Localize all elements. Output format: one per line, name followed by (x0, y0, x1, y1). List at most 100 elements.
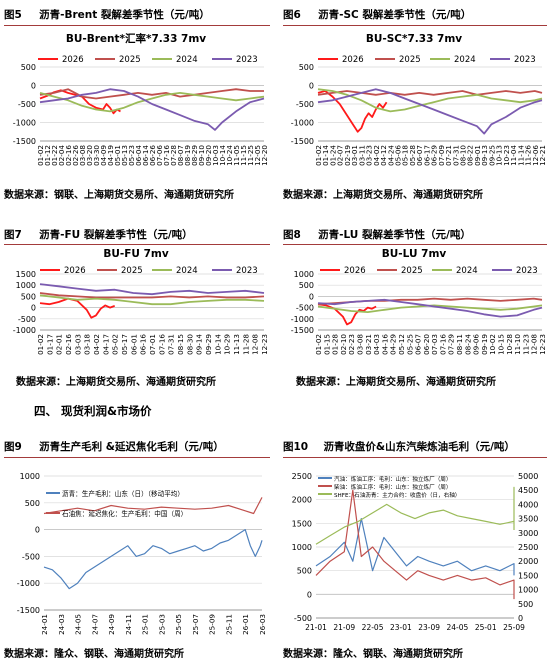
fig5-xtick-label: 04-09 (99, 145, 108, 166)
fig7-xtick-label: 10-29 (223, 334, 232, 355)
fig6-xtick-label: 03-01 (350, 145, 359, 166)
fig7-xtick-label: 01-17 (45, 334, 54, 355)
fig5-xtick-label: 08-07 (176, 145, 185, 166)
fig6-xtick-label: 01-02 (314, 145, 323, 166)
fig10-legend-label-0: 汽油：炼油工序：毛利：山东：独立炼厂（周） (334, 475, 451, 483)
fig8-ytick-label: -1000 (291, 315, 314, 324)
fig8-rule (283, 244, 547, 245)
fig8-series-3-line (317, 298, 543, 318)
fig7-xtick-label: 07-31 (167, 334, 176, 355)
fig5-xtick-label: 10-03 (211, 145, 220, 166)
fig8-xtick-label: 09-19 (480, 334, 489, 355)
fig8-legend-label-1: 2025 (401, 266, 423, 276)
fig8-xtick-label: 10-28 (505, 334, 514, 355)
fig8-chart-title: BU-LU 7mv (382, 248, 447, 260)
fig8-xtick-label: 06-20 (422, 334, 431, 355)
fig8-xtick-label: 11-23 (521, 334, 530, 355)
fig6-xtick-label: 05-28 (408, 145, 417, 166)
fig5-xtick-label: 01-22 (50, 145, 59, 166)
fig9-xtick-label: 24-07 (90, 614, 99, 635)
fig9-series-0-line (43, 528, 263, 590)
fig10-xtick-label: 23-09 (418, 623, 440, 632)
fig9-xtick-label: 24-05 (74, 614, 83, 635)
fig7-xtick-label: 10-14 (213, 334, 222, 355)
fig8-legend-label-0: 2026 (344, 266, 366, 276)
fig6-xtick-label: 11-14 (516, 145, 525, 166)
fig6-xtick-label: 09-13 (480, 145, 489, 166)
fig8-xtick-label: 08-24 (463, 334, 472, 355)
fig7-xtick-label: 06-16 (139, 334, 148, 355)
fig5-heading: 图5 沥青-Brent 裂解差季节性（元/吨） (4, 7, 210, 22)
fig6-xtick-label: 12-06 (531, 145, 540, 166)
fig8-xtick-label: 12-08 (530, 334, 539, 355)
fig6-ytick-label: -500 (296, 100, 314, 109)
fig6-xtick-label: 05-06 (393, 145, 402, 166)
fig9-legend-label-0: 沥青：生产毛利：山东（日）（移动平均） (62, 489, 184, 498)
fig6-ytick-label: 0 (309, 82, 314, 91)
fig8-xtick-label: 10-02 (488, 334, 497, 355)
fig9-xtick-label: 25-07 (191, 614, 200, 635)
fig6-xtick-label: 11-26 (524, 145, 533, 166)
fig9-xtick-label: 24-01 (40, 614, 49, 635)
fig9-xtick-label: 25-01 (141, 614, 150, 635)
fig8-xtick-label: 04-29 (389, 334, 398, 355)
fig6-xtick-label: 12-21 (538, 145, 547, 166)
fig8-legend-label-3: 2023 (516, 266, 538, 276)
fig5-xtick-label: 11-15 (239, 145, 248, 166)
fig7-xtick-label: 02-16 (64, 334, 73, 355)
fig6-xtick-label: 02-07 (336, 145, 345, 166)
fig7-ytick-label: 0 (31, 304, 36, 313)
fig5-xtick-label: 12-05 (253, 145, 262, 166)
fig8-ytick-label: 1000 (294, 270, 314, 279)
fig7-xtick-label: 03-18 (83, 334, 92, 355)
fig8-xtick-label: 02-10 (339, 334, 348, 355)
fig7-ytick-label: 1000 (16, 281, 36, 290)
fig10-y2tick-label: 5000 (518, 472, 538, 481)
fig5-xtick-label: 01-12 (43, 145, 52, 166)
fig6-xtick-label: 04-24 (386, 145, 395, 166)
fig8-heading-text: 沥青-LU 裂解差季节性（元/吨） (318, 229, 471, 241)
fig6-legend-label-3: 2023 (514, 55, 536, 65)
fig7-xtick-label: 04-17 (101, 334, 110, 355)
fig6-xtick-label: 06-29 (430, 145, 439, 166)
fig6-legend-label-1: 2025 (399, 55, 421, 65)
fig8-xtick-label: 04-16 (380, 334, 389, 355)
fig7-legend-label-1: 2025 (121, 266, 143, 276)
fig5-xtick-label: 05-23 (127, 145, 136, 166)
section-heading: 四、 现货利润&市场价 (34, 404, 152, 418)
fig8-xtick-label: 06-07 (414, 334, 423, 355)
fig9-ytick-label: -1000 (17, 579, 40, 588)
fig5-xtick-label: 08-29 (190, 145, 199, 166)
fig5-rule (4, 25, 270, 26)
fig5-source: 数据来源：钢联、上海期货交易所、海通期货研究所 (4, 190, 234, 201)
fig10-xtick-label: 22-05 (362, 623, 384, 632)
fig9-series-1-line (43, 497, 263, 515)
fig10-y2tick-label: 1500 (518, 571, 538, 580)
fig6-series-2-line (317, 88, 543, 113)
fig6-xtick-label: 04-02 (372, 145, 381, 166)
fig5-ytick-label: 0 (31, 82, 36, 91)
fig7-heading: 图7 沥青-FU 裂解差季节性（元/吨） (4, 227, 193, 242)
fig8-xtick-label: 01-28 (331, 334, 340, 355)
fig5-xtick-label: 02-16 (64, 145, 73, 166)
fig5-series-1-line (39, 88, 264, 100)
fig9-label: 图9 (4, 441, 22, 453)
fig5-heading-text: 沥青-Brent 裂解差季节性（元/吨） (39, 9, 210, 21)
fig7-xtick-label: 01-02 (36, 334, 45, 355)
fig7-series-3-line (39, 283, 265, 296)
fig7-xtick-label: 06-01 (129, 334, 138, 355)
fig10-ytick-label: 1500 (292, 519, 312, 528)
fig7-xtick-label: 03-03 (73, 334, 82, 355)
fig5-series-2-line (39, 92, 265, 113)
fig10-y2tick-label: 0 (518, 614, 523, 623)
fig7-xtick-label: 05-17 (120, 334, 129, 355)
fig9-xtick-label: 25-05 (174, 614, 183, 635)
fig10-legend-label-1: 柴油：炼油工序：毛利：山东：独立炼厂（周） (334, 483, 451, 491)
fig5-ytick-label: -500 (18, 100, 36, 109)
fig9-heading-text: 沥青生产毛利 &延迟焦化毛利（元/吨） (39, 441, 224, 453)
fig7-xtick-label: 09-14 (195, 334, 204, 355)
fig9-xtick-label: 24-09 (107, 614, 116, 635)
fig10-y2tick-label: 2000 (518, 557, 538, 566)
